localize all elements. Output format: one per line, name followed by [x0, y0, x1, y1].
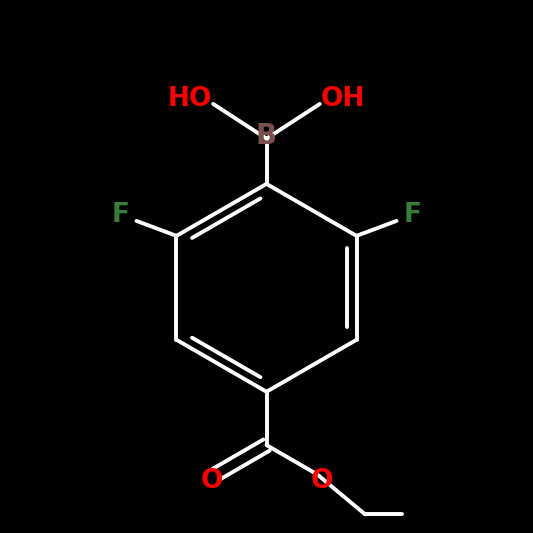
- Text: O: O: [200, 468, 223, 494]
- Text: O: O: [310, 468, 333, 494]
- Text: OH: OH: [321, 86, 365, 111]
- Text: HO: HO: [168, 86, 212, 111]
- Text: B: B: [256, 123, 277, 150]
- Text: F: F: [403, 201, 422, 228]
- Text: F: F: [111, 201, 130, 228]
